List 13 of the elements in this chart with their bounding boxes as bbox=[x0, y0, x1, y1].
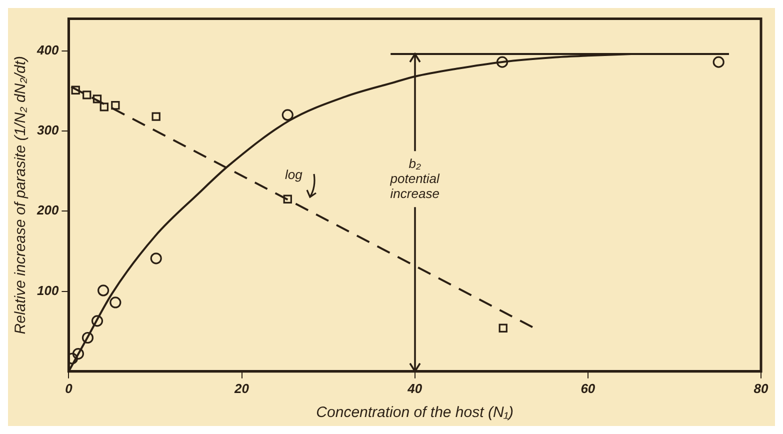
x-axis-title: Concentration of the host (N₁) bbox=[316, 404, 514, 422]
x-tick-label: 80 bbox=[754, 380, 769, 396]
y-tick-label: 200 bbox=[36, 202, 60, 218]
y-tick-label: 100 bbox=[36, 282, 60, 298]
x-tick-label: 0 bbox=[65, 380, 74, 396]
annotation: log bbox=[285, 167, 304, 182]
y-tick-label: 400 bbox=[36, 42, 60, 58]
x-tick-label: 20 bbox=[234, 380, 250, 396]
x-tick-label: 60 bbox=[580, 380, 596, 396]
x-tick-label: 40 bbox=[406, 380, 423, 396]
y-axis-title: Relative increase of parasite (1/N₂ dN₂/dt) bbox=[12, 56, 30, 334]
annotation: b₂ potential increase bbox=[389, 156, 441, 202]
y-tick-label: 300 bbox=[36, 122, 60, 138]
